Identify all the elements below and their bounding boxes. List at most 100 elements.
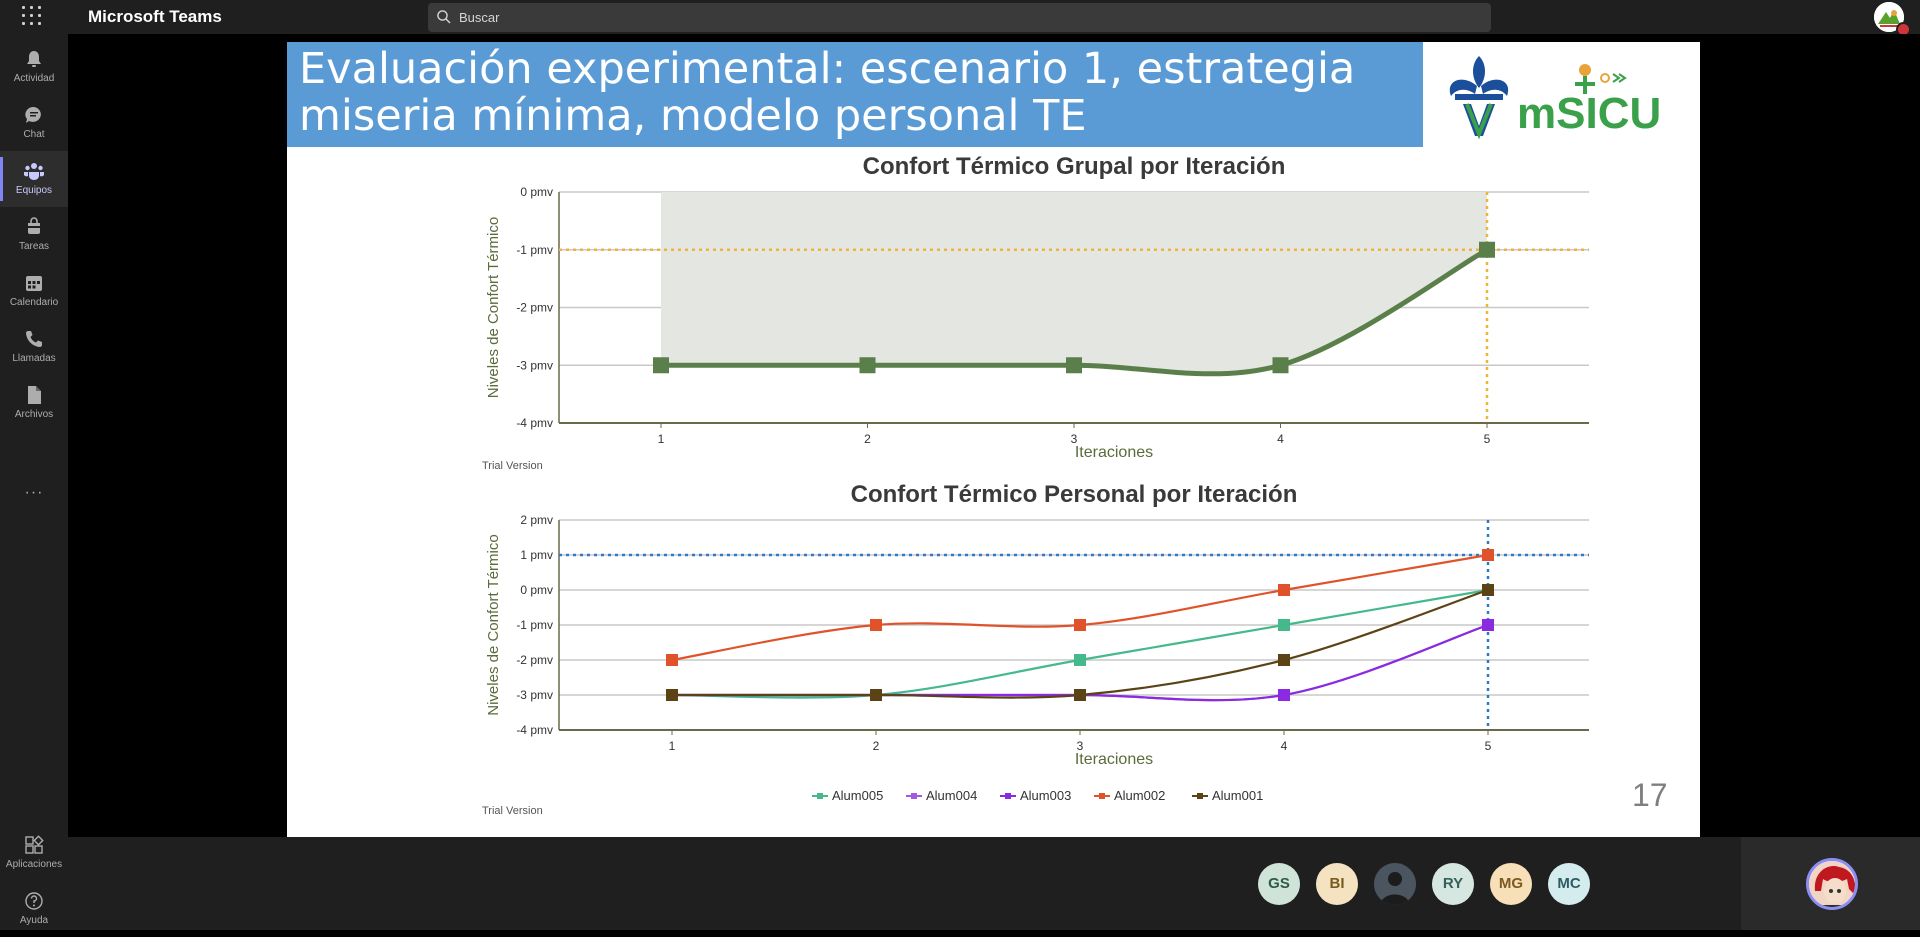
x-axis-label: Iteraciones	[1075, 444, 1153, 461]
rail-label: Tareas	[18, 241, 49, 252]
chart-title: Confort Térmico Personal por Iteración	[851, 481, 1298, 508]
charts-area: Confort Térmico Grupal por Iteración 0 pm…	[482, 153, 1589, 817]
data-point-marker	[1278, 654, 1290, 666]
participants-bar: GS BI RY MG MC	[68, 837, 1920, 930]
legend-marker	[1099, 793, 1105, 799]
phone-icon	[26, 331, 42, 347]
legend-label: Alum003	[1020, 788, 1071, 803]
data-point-marker	[1066, 357, 1082, 374]
chart-title: Confort Térmico Grupal por Iteración	[863, 153, 1286, 180]
rail-item-tareas[interactable]: Tareas	[0, 207, 68, 263]
more-apps-icon[interactable]: ···	[24, 484, 44, 501]
bell-icon	[27, 51, 41, 67]
data-point-marker	[1278, 689, 1290, 701]
series-line	[672, 588, 1489, 699]
data-point-marker	[1074, 654, 1086, 666]
rail-item-actividad[interactable]: Actividad	[0, 39, 68, 95]
data-point-marker	[870, 689, 882, 701]
legend-label: Alum002	[1114, 788, 1165, 803]
legend-label: Alum004	[926, 788, 977, 803]
calendar-icon	[26, 276, 42, 291]
data-point-marker	[666, 654, 678, 666]
x-tick-label: 3	[1071, 432, 1078, 446]
rail-label: Aplicaciones	[5, 859, 63, 870]
data-point-marker	[1278, 619, 1290, 631]
y-tick-label: -4 pmv	[516, 723, 553, 737]
rail-label: Llamadas	[12, 353, 56, 364]
x-axis-label: Iteraciones	[1075, 751, 1153, 768]
participant-avatar[interactable]: MG	[1490, 863, 1532, 905]
rail-item-calendario[interactable]: Calendario	[0, 263, 68, 319]
y-tick-label: 0 pmv	[520, 185, 553, 199]
x-tick-label: 4	[1281, 739, 1288, 753]
teams-icon	[24, 163, 44, 180]
data-point-marker	[1479, 241, 1495, 258]
x-tick-label: 3	[1077, 739, 1084, 753]
legend-label: Alum001	[1212, 788, 1263, 803]
apps-icon	[25, 835, 44, 854]
app-title: Microsoft Teams	[88, 7, 222, 26]
y-tick-label: -1 pmv	[516, 618, 553, 632]
legend-label: Alum005	[832, 788, 883, 803]
x-tick-label: 5	[1485, 739, 1492, 753]
title-bar: Microsoft Teams Buscar	[0, 0, 1920, 37]
y-tick-label: -4 pmv	[516, 416, 553, 430]
y-axis-label: Niveles de Confort Térmico	[485, 217, 502, 398]
logo-wordmark: mSICU	[1517, 89, 1661, 138]
rail-label: Calendario	[9, 297, 59, 308]
rail-item-archivos[interactable]: Archivos	[0, 375, 68, 431]
data-point-marker	[1482, 619, 1494, 631]
y-tick-label: -3 pmv	[516, 688, 553, 702]
y-tick-label: 0 pmv	[520, 583, 553, 597]
participant-avatar[interactable]: GS	[1258, 863, 1300, 905]
self-video-tile[interactable]	[1741, 837, 1920, 930]
search-input[interactable]: Buscar	[428, 3, 1491, 32]
data-point-marker	[1074, 619, 1086, 631]
data-point-marker	[1074, 689, 1086, 701]
university-logo: mSICU	[1449, 56, 1661, 140]
data-point-marker	[859, 357, 876, 374]
rail-item-equipos[interactable]: Equipos	[0, 151, 68, 207]
legend-marker	[911, 793, 917, 799]
participant-avatar[interactable]: BI	[1316, 863, 1358, 905]
data-point-marker	[1482, 584, 1494, 596]
participant-avatar[interactable]	[1374, 863, 1416, 905]
rail-item-llamadas[interactable]: Llamadas	[0, 319, 68, 375]
participant-avatar[interactable]: MC	[1548, 863, 1590, 905]
rail-item-ayuda[interactable]: Ayuda	[0, 881, 68, 937]
app-launcher-icon[interactable]	[22, 6, 44, 28]
rail-label: Actividad	[13, 73, 55, 84]
x-tick-label: 5	[1484, 432, 1491, 446]
file-icon	[28, 386, 41, 404]
legend-marker	[1005, 793, 1011, 799]
rail-item-chat[interactable]: Chat	[0, 95, 68, 151]
y-tick-label: 1 pmv	[520, 548, 553, 562]
series-line	[671, 588, 1489, 699]
area-fill	[661, 192, 1487, 374]
trial-watermark: Trial Version	[482, 805, 543, 817]
rail-item-aplicaciones[interactable]: Aplicaciones	[0, 825, 68, 881]
app-rail: Actividad Chat Equipos Tareas	[0, 34, 68, 930]
x-tick-label: 2	[873, 739, 880, 753]
help-icon	[25, 892, 43, 910]
self-avatar	[1806, 858, 1858, 910]
rail-label: Equipos	[15, 185, 53, 196]
data-point-marker	[1482, 549, 1494, 561]
legend-marker	[817, 793, 823, 799]
trial-watermark: Trial Version	[482, 460, 543, 472]
data-point-marker	[666, 689, 678, 701]
participant-avatar[interactable]: RY	[1432, 863, 1474, 905]
participant-photo-icon	[1374, 863, 1416, 905]
y-tick-label: 2 pmv	[520, 513, 553, 527]
profile-avatar[interactable]	[1874, 2, 1904, 32]
presentation-slide: Evaluación experimental: escenario 1, es…	[287, 42, 1700, 837]
chat-icon	[25, 106, 41, 123]
rail-label: Ayuda	[19, 915, 49, 926]
rail-label: Archivos	[14, 409, 54, 420]
x-tick-label: 4	[1277, 432, 1284, 446]
legend-marker	[1197, 793, 1203, 799]
data-point-marker	[1272, 357, 1289, 374]
y-tick-label: -2 pmv	[516, 653, 553, 667]
data-point-marker	[870, 619, 882, 631]
x-tick-label: 1	[658, 432, 665, 446]
